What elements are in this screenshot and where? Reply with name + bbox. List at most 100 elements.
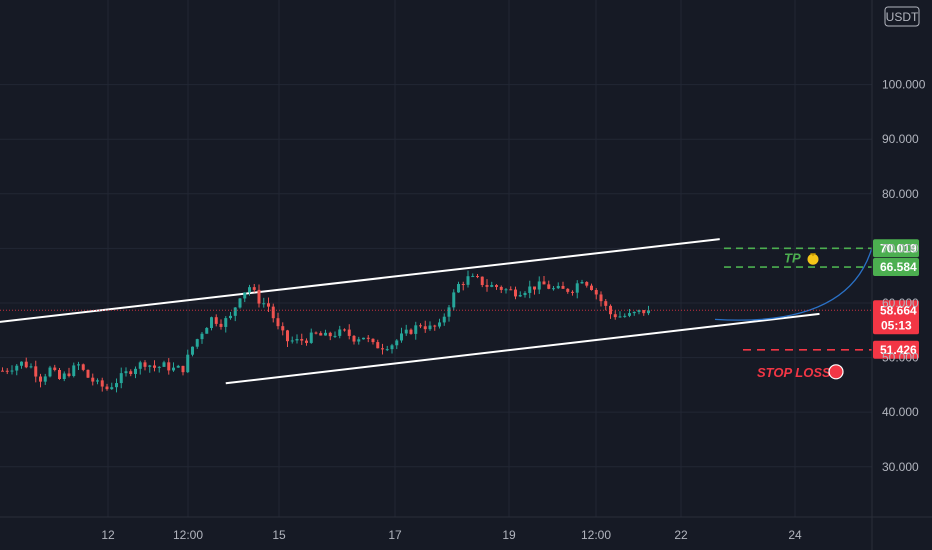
candle-body: [210, 317, 213, 329]
candle-body: [476, 276, 479, 278]
candle-body: [528, 286, 532, 293]
candle-body: [5, 370, 9, 372]
price-tag: [873, 239, 919, 258]
tp-annotation: TP: [784, 250, 801, 265]
candle-body: [134, 368, 137, 375]
candle-body: [518, 295, 522, 297]
candle-body: [485, 285, 489, 287]
candle-body: [447, 307, 451, 317]
candle-body: [124, 371, 128, 374]
candle-body: [461, 284, 465, 286]
price-tag: [873, 300, 919, 335]
candle-body: [599, 294, 603, 302]
candle-body: [433, 325, 437, 327]
candle-body: [547, 284, 551, 289]
candle-body: [34, 366, 38, 377]
price-tag: [873, 340, 919, 359]
candle-body: [428, 325, 432, 330]
candle-body: [647, 310, 650, 314]
candle-body: [613, 314, 617, 318]
candle-body: [580, 282, 584, 284]
candle-body: [533, 286, 536, 290]
countdown-label: 05:13: [881, 318, 912, 332]
candle-body: [509, 289, 513, 291]
candle-body: [328, 332, 332, 337]
candle-body: [29, 366, 33, 368]
candle-body: [115, 383, 118, 388]
candle-body: [295, 339, 299, 341]
x-tick-label: 15: [272, 528, 286, 542]
y-tick-label: 30.000: [882, 460, 919, 474]
candle-body: [366, 337, 370, 339]
candle-body: [442, 316, 446, 323]
candle-body: [167, 362, 171, 371]
candle-body: [252, 287, 256, 290]
y-tick-label: 60.000: [882, 296, 919, 310]
candle-body: [96, 380, 99, 382]
candle-body: [119, 373, 123, 384]
candle-body: [195, 339, 199, 347]
candle-body: [571, 291, 574, 293]
candle-body: [414, 325, 418, 334]
candle-body: [371, 338, 375, 343]
candle-body: [15, 365, 19, 371]
price-tag-label: 58.664: [880, 303, 917, 317]
candle-body: [224, 318, 228, 327]
candle-body: [248, 287, 251, 293]
candle-body: [148, 365, 152, 367]
candle-body: [537, 281, 541, 290]
candle-body: [286, 330, 289, 342]
price-tag: [873, 258, 919, 277]
candle-body: [43, 376, 47, 382]
candle-body: [72, 365, 76, 376]
candle-body: [319, 333, 323, 336]
currency-badge[interactable]: USDT: [884, 6, 920, 27]
y-tick-label: 70.000: [882, 241, 919, 255]
candle-body: [129, 371, 133, 375]
candle-body: [438, 322, 441, 327]
candle-body: [162, 362, 166, 367]
trend-lines: [0, 238, 873, 385]
candle-body: [100, 380, 104, 387]
candle-body: [566, 288, 570, 292]
candle-body: [585, 282, 589, 286]
candle-body: [48, 367, 52, 377]
candle-body: [594, 289, 598, 295]
candle-body: [62, 373, 66, 380]
candle-body: [637, 310, 641, 312]
y-tick-label: 80.000: [882, 187, 919, 201]
candle-body: [305, 340, 308, 343]
candle-body: [143, 362, 147, 367]
candle-body: [419, 325, 422, 327]
trend-line: [0, 238, 720, 323]
candle-body: [205, 328, 209, 334]
y-tick-label: 90.000: [882, 132, 919, 146]
candle-body: [495, 285, 498, 287]
candle-body: [471, 276, 475, 278]
candle-body: [91, 377, 95, 382]
candle-body: [385, 349, 389, 351]
candle-body: [523, 292, 527, 296]
candle-body: [404, 329, 408, 334]
candle-body: [172, 367, 175, 371]
price-tag-label: 70.019: [880, 241, 917, 255]
candle-body: [39, 376, 42, 382]
price-tag-label: 66.584: [880, 260, 917, 274]
x-tick-label: 17: [388, 528, 402, 542]
candle-body: [324, 332, 327, 336]
candle-body: [67, 373, 71, 376]
candle-body: [229, 315, 232, 319]
candle-body: [642, 310, 646, 314]
candle-body: [243, 292, 247, 299]
candle-body: [632, 311, 636, 314]
candle-body: [490, 285, 494, 287]
candle-body: [86, 369, 90, 378]
candle-body: [281, 326, 285, 331]
candle-body: [10, 370, 14, 372]
candle-body: [157, 366, 161, 368]
y-tick-label: 40.000: [882, 405, 919, 419]
